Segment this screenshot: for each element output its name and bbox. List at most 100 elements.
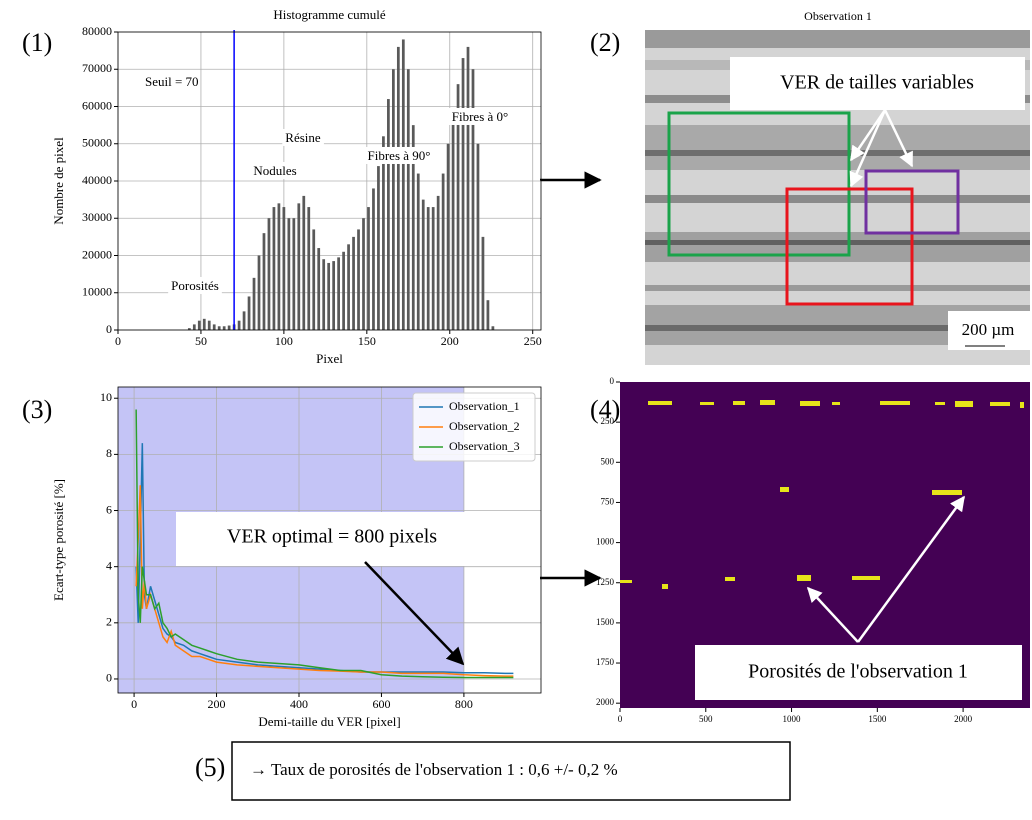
annotation: Porosités (171, 278, 219, 293)
y-tick-label: 1000 (596, 537, 615, 547)
bar (377, 166, 380, 330)
bar (357, 229, 360, 330)
annotation-bg (176, 512, 488, 566)
panel-label: (4) (590, 395, 620, 424)
y-tick-label: 30000 (82, 210, 112, 224)
bar (272, 207, 276, 330)
line (135, 409, 514, 679)
x-tick-label: 800 (455, 697, 473, 711)
bar (267, 218, 271, 330)
bar (476, 143, 480, 330)
bar (202, 318, 206, 330)
y-tick-label: 2000 (596, 697, 615, 707)
bar (382, 136, 385, 330)
panel-label: (5) (195, 753, 225, 782)
bar (421, 199, 425, 330)
line (135, 443, 514, 675)
x-tick-label: 1500 (868, 714, 887, 724)
x-tick-label: 200 (441, 334, 459, 348)
conclusion: → Taux de porosités de l'observation 1 :… (250, 760, 618, 779)
bar (307, 207, 311, 330)
y-tick-label: 50000 (82, 136, 112, 150)
bar (481, 236, 485, 330)
x-axis-label: Demi-taille du VER [pixel] (258, 714, 400, 729)
annotation: Fibres à 90° (368, 148, 431, 163)
y-tick-label: 60000 (82, 98, 112, 112)
bar (297, 203, 301, 330)
bar (372, 188, 375, 330)
bar (486, 300, 490, 330)
annotation: Nodules (253, 163, 296, 178)
y-tick-label: 70000 (82, 61, 112, 75)
annotation-bg (250, 161, 300, 179)
bar (367, 207, 370, 330)
y-tick-label: 250 (601, 416, 615, 426)
line (135, 485, 514, 677)
panel-label: (2) (590, 28, 620, 57)
y-axis-label: Nombre de pixel (51, 137, 66, 225)
bar (317, 248, 321, 330)
bar (446, 143, 450, 330)
bar (242, 311, 246, 330)
x-tick-label: 0 (618, 714, 623, 724)
x-tick-label: 50 (195, 334, 207, 348)
legend-label: Observation_1 (449, 399, 520, 413)
bar (197, 320, 201, 330)
bar (302, 195, 306, 330)
y-tick-label: 8 (106, 446, 112, 460)
scale-label: 200 µm (962, 320, 1015, 339)
bar (187, 328, 191, 330)
y-tick-label: 4 (106, 558, 112, 572)
conclusion-box (231, 741, 791, 801)
panel-label: (1) (22, 28, 52, 57)
bar (436, 195, 440, 330)
bar (461, 58, 465, 330)
bar (217, 326, 221, 330)
bar (212, 324, 216, 330)
y-tick-label: 750 (601, 497, 615, 507)
micrograph (645, 30, 1030, 365)
plot-frame (117, 31, 542, 331)
annotation: Porosités de l'observation 1 (748, 661, 968, 683)
image-title: Observation 1 (804, 9, 872, 23)
bar (426, 207, 430, 330)
x-tick-label: 2000 (954, 714, 973, 724)
x-tick-label: 0 (115, 334, 121, 348)
y-tick-label: 1500 (596, 617, 615, 627)
annotation-bg (282, 128, 324, 146)
bar (391, 69, 395, 330)
y-tick-label: 10000 (82, 285, 112, 299)
bar (322, 259, 326, 330)
bar (416, 173, 420, 330)
bar (277, 203, 281, 330)
annotation-arrow (364, 561, 465, 666)
bar (282, 207, 286, 330)
bar (292, 218, 296, 330)
y-tick-label: 10 (100, 390, 112, 404)
x-tick-label: 600 (372, 697, 390, 711)
bar (411, 125, 415, 330)
x-tick-label: 500 (699, 714, 713, 724)
y-axis-label: Ecart-type porosité [%] (51, 479, 66, 601)
y-tick-label: 0 (610, 376, 615, 386)
bar (207, 320, 211, 330)
annotation-bg (448, 107, 512, 125)
annotation: VER de tailles variables (780, 72, 974, 94)
bar (451, 113, 455, 330)
x-tick-label: 1000 (783, 714, 802, 724)
y-tick-label: 1250 (596, 577, 615, 587)
y-tick-label: 500 (601, 456, 615, 466)
bar (456, 84, 460, 331)
bar (466, 46, 470, 331)
annotation: VER optimal = 800 pixels (227, 526, 437, 548)
y-tick-label: 0 (106, 322, 112, 336)
bar (441, 173, 445, 330)
y-tick-label: 6 (106, 502, 112, 516)
bar (401, 39, 405, 330)
bar (491, 326, 495, 330)
x-tick-label: 0 (131, 697, 137, 711)
x-axis-label: Pixel (316, 351, 343, 366)
bar (222, 326, 226, 330)
x-tick-label: 250 (524, 334, 542, 348)
